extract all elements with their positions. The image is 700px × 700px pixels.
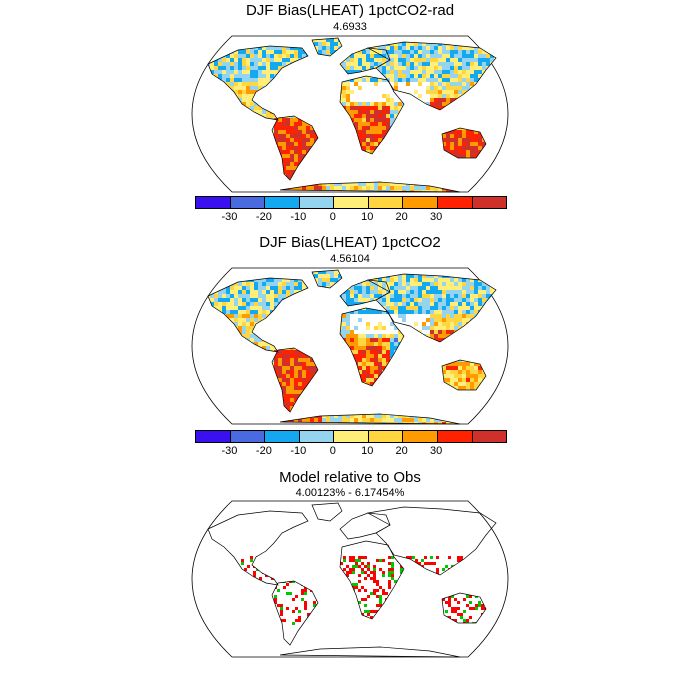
coastline-africa xyxy=(339,540,405,620)
colorbar-swatch xyxy=(437,431,473,442)
colorbar-tick-label: 20 xyxy=(395,211,408,223)
colorbar-swatch xyxy=(334,431,369,442)
map-1pctco2 xyxy=(191,267,509,425)
colorbar-swatch xyxy=(334,197,369,208)
coastline-antarctica xyxy=(279,413,461,425)
colorbar-swatch xyxy=(472,197,507,208)
colorbar-tick-label: -30 xyxy=(221,211,238,223)
panel-1-title: DJF Bias(LHEAT) 1pctCO2-rad xyxy=(245,2,455,19)
colorbar-1 xyxy=(195,196,507,209)
colorbar-swatch xyxy=(403,431,438,442)
colorbar-tick-label: 20 xyxy=(395,445,408,457)
colorbar-tick-label: 30 xyxy=(429,211,443,223)
colorbar-swatch xyxy=(368,431,404,442)
map-1pctco2-rad xyxy=(191,35,509,193)
colorbar-tick-label: -10 xyxy=(290,211,307,223)
colorbar-swatch xyxy=(299,431,335,442)
colorbar-swatch xyxy=(437,197,473,208)
coastlines xyxy=(207,37,497,193)
coastline-africa xyxy=(339,75,405,155)
map-model-relative-to-obs xyxy=(191,500,509,658)
colorbar-swatch xyxy=(299,197,335,208)
coastline-greenland xyxy=(311,269,343,289)
colorbar-tick-label: -30 xyxy=(221,445,238,457)
coastline-asia xyxy=(366,41,497,111)
coastlines xyxy=(207,502,497,658)
coastline-asia xyxy=(366,273,497,343)
panel-1-subtitle: 4.6933 xyxy=(333,21,367,33)
coastline-north-america xyxy=(207,277,309,353)
coastlines xyxy=(207,269,497,425)
panel-3-subtitle: 4.00123% - 6.17454% xyxy=(295,487,405,499)
colorbar-swatch xyxy=(368,197,404,208)
colorbar-tick-label: -20 xyxy=(255,211,272,223)
coastline-antarctica xyxy=(279,646,461,658)
coastline-australia xyxy=(441,127,487,159)
colorbar-2 xyxy=(195,430,507,443)
globe-outline xyxy=(191,500,509,658)
coastline-greenland xyxy=(311,502,343,522)
coastline-australia xyxy=(441,592,487,624)
coastline-australia xyxy=(441,359,487,391)
colorbar-swatch xyxy=(230,431,266,442)
coastline-north-america xyxy=(207,510,309,586)
colorbar-tick-label: 10 xyxy=(361,445,374,457)
colorbar-swatch xyxy=(472,431,507,442)
colorbar-tick-label: -10 xyxy=(290,445,307,457)
colorbar-tick-label: 10 xyxy=(361,211,374,223)
colorbar-swatch xyxy=(230,197,266,208)
colorbar-tick-label: 0 xyxy=(329,211,336,223)
coastline-south-america xyxy=(271,115,319,181)
colorbar-swatch xyxy=(196,197,231,208)
colorbar-swatch xyxy=(265,197,300,208)
colorbar-tick-label: -20 xyxy=(255,445,272,457)
coastline-africa xyxy=(339,307,405,387)
colorbar-tick-label: 0 xyxy=(329,445,336,457)
coastline-south-america xyxy=(271,347,319,413)
colorbar-swatch xyxy=(265,431,300,442)
panel-2-title: DJF Bias(LHEAT) 1pctCO2 xyxy=(259,234,441,251)
colorbar-swatch xyxy=(403,197,438,208)
coastline-north-america xyxy=(207,45,309,121)
colorbar-tick-label: 30 xyxy=(429,445,443,457)
coastline-south-america xyxy=(271,580,319,646)
colorbar-swatch xyxy=(196,431,231,442)
coastline-greenland xyxy=(311,37,343,57)
coastline-antarctica xyxy=(279,181,461,193)
panel-3-title: Model relative to Obs xyxy=(279,469,421,486)
coastline-asia xyxy=(366,506,497,576)
panel-2-subtitle: 4.56104 xyxy=(330,253,370,265)
